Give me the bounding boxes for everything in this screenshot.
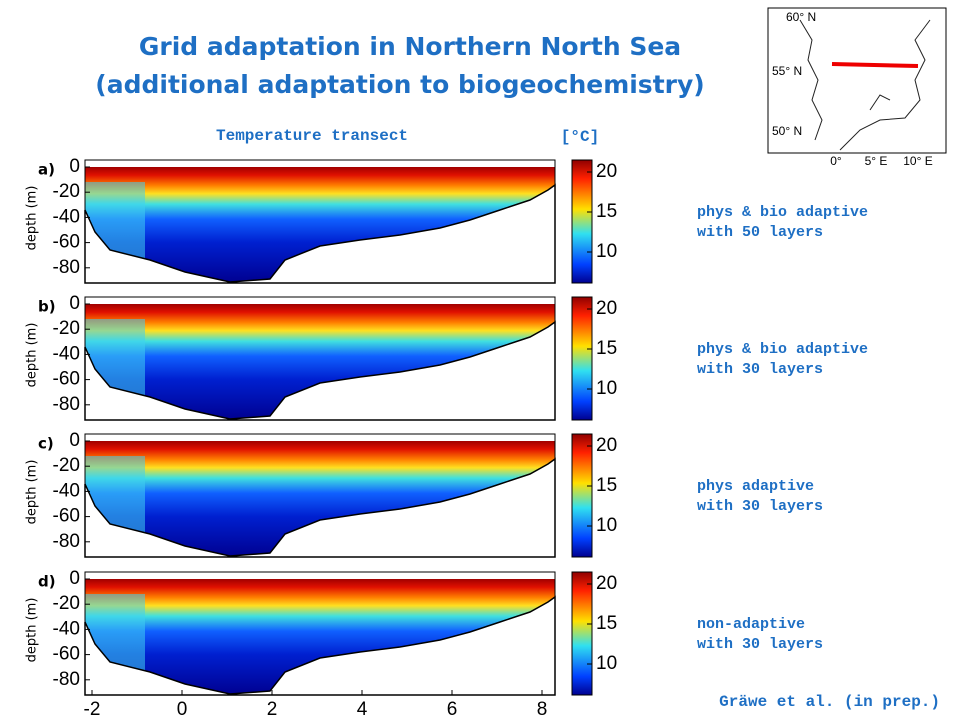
axes-frame [84, 433, 556, 558]
map-lon: 10° E [903, 154, 932, 168]
y-tick-label: -80 [53, 669, 80, 690]
x-tick-label: 8 [537, 699, 548, 720]
y-tick-label: -20 [53, 593, 80, 614]
seabed [84, 595, 556, 696]
panel-caption: phys & bio adaptive [697, 341, 868, 358]
colorbar-tick-label: 15 [596, 338, 617, 359]
panel-label: c) [38, 435, 54, 453]
y-tick-label: -80 [53, 257, 80, 278]
panel-caption: phys & bio adaptive [697, 204, 868, 221]
map-lat: 50° N [772, 124, 802, 138]
x-tick-label: -2 [84, 699, 101, 720]
axes-frame [84, 571, 556, 696]
axes-frame [84, 296, 556, 421]
transect-line [831, 62, 919, 68]
credit: Gräwe et al. (in prep.) [719, 693, 940, 711]
map-lon: 5° E [865, 154, 888, 168]
y-tick-label: -40 [53, 343, 80, 364]
y-tick-label: -20 [53, 181, 80, 202]
y-tick-label: 0 [69, 293, 80, 314]
axes-frame [84, 159, 556, 284]
colorbar [571, 433, 593, 558]
y-tick-label: -20 [53, 455, 80, 476]
y-tick-label: -60 [53, 506, 80, 527]
panel-caption: with 30 layers [697, 361, 823, 378]
y-tick-label: -40 [53, 618, 80, 639]
colorbar-tick-label: 10 [596, 515, 617, 536]
panel: c) depth (m) 0 -20 -40 -60 -80 20 15 10 phys adapt… [25, 430, 823, 558]
coastline [799, 19, 931, 151]
colorbar-tick-label: 20 [596, 298, 617, 319]
colorbar [571, 571, 593, 696]
colorbar-unit: [°C] [561, 128, 599, 146]
map-lon: 0° [830, 154, 842, 168]
y-tick-label: -20 [53, 318, 80, 339]
panel-label: d) [38, 573, 56, 591]
y-tick-label: -40 [53, 206, 80, 227]
colorbar-tick-label: 10 [596, 378, 617, 399]
map-lat: 55° N [772, 64, 802, 78]
panel: a) depth (m) 0 -20 -40 -60 -80 20 15 10 phys & bio… [25, 156, 868, 284]
panel: d)depth (m)0-20-40-60-80201510non-adapti… [25, 568, 824, 720]
map-lat: 60° N [786, 10, 816, 24]
y-tick-label: -60 [53, 232, 80, 253]
x-tick-label: 0 [177, 699, 188, 720]
colorbar [571, 296, 593, 421]
seabed [84, 457, 556, 558]
colorbar-tick-label: 20 [596, 573, 617, 594]
y-tick-label: -60 [53, 369, 80, 390]
panel-caption: with 30 layers [697, 636, 823, 653]
map-inset: 60° N 55° N 50° N 0° 5° E 10° E [767, 7, 947, 168]
y-axis-label: depth (m) [25, 598, 40, 663]
y-tick-label: 0 [69, 156, 80, 177]
y-tick-label: 0 [69, 430, 80, 451]
y-axis-label: depth (m) [25, 460, 40, 525]
colorbar-tick-label: 10 [596, 241, 617, 262]
panel-caption: with 30 layers [697, 498, 823, 515]
subtitle: Temperature transect [216, 127, 408, 145]
map-frame [767, 7, 947, 154]
colorbar [571, 159, 593, 284]
colorbar-tick-label: 20 [596, 161, 617, 182]
seabed [84, 183, 556, 284]
y-axis-label: depth (m) [25, 323, 40, 388]
panel-label: b) [38, 298, 56, 316]
colorbar-tick-label: 15 [596, 201, 617, 222]
colorbar-tick-label: 10 [596, 653, 617, 674]
colorbar-tick-label: 20 [596, 435, 617, 456]
panel-caption: phys adaptive [697, 478, 814, 495]
y-tick-label: -40 [53, 480, 80, 501]
colorbar-tick-label: 15 [596, 613, 617, 634]
y-axis-label: depth (m) [25, 186, 40, 251]
x-tick-label: 6 [447, 699, 458, 720]
seabed [84, 320, 556, 421]
x-tick-label: 2 [267, 699, 278, 720]
title-line: (additional adaptation to biogeochemistr… [95, 70, 704, 99]
y-tick-label: -60 [53, 644, 80, 665]
panel: b) depth (m) 0 -20 -40 -60 -80 20 15 10 phys & bio… [25, 293, 868, 421]
x-tick-label: 4 [357, 699, 368, 720]
y-tick-label: -80 [53, 394, 80, 415]
panel-caption: with 50 layers [697, 224, 823, 241]
y-tick-label: 0 [69, 568, 80, 589]
title-line: Grid adaptation in Northern North Sea [139, 32, 681, 61]
panel-label: a) [38, 161, 55, 179]
panel-caption: non-adaptive [697, 616, 805, 633]
colorbar-tick-label: 15 [596, 475, 617, 496]
y-tick-label: -80 [53, 531, 80, 552]
